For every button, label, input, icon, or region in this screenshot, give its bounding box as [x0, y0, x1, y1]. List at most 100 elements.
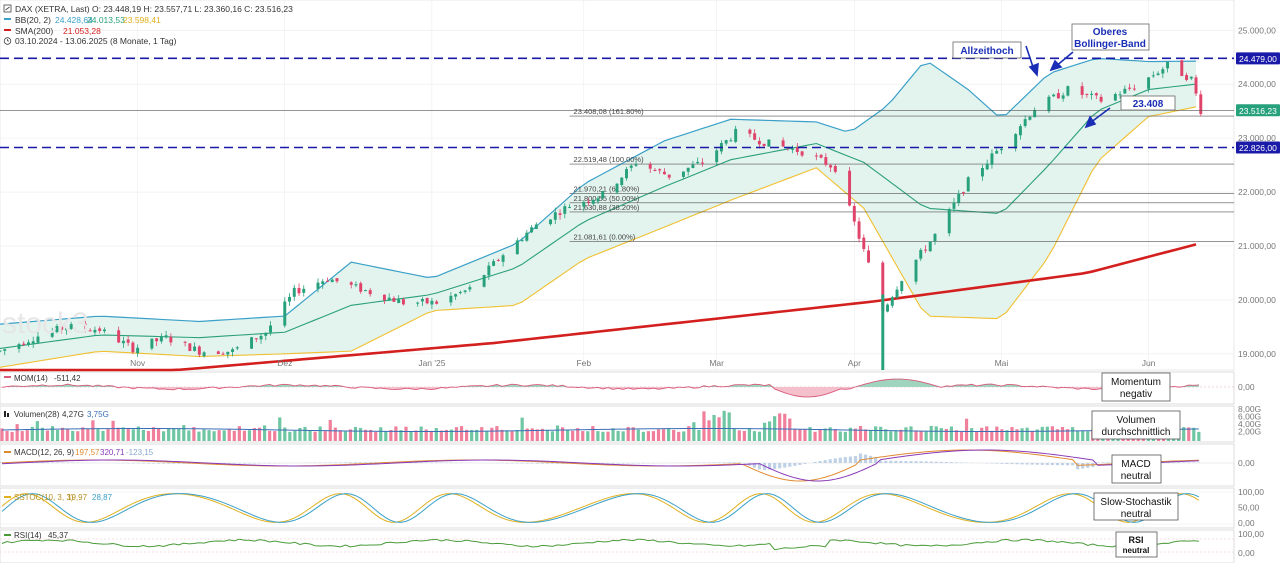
note-momentum-1: Momentum	[1111, 377, 1161, 388]
macd-histogram-bar	[162, 463, 166, 464]
volume-bar	[742, 430, 746, 441]
macd-histogram-bar	[550, 463, 555, 464]
macd-histogram-bar	[429, 462, 433, 463]
volume-bar	[1055, 429, 1060, 441]
candle-body	[31, 341, 35, 344]
macd-histogram-bar	[889, 460, 893, 463]
macd-histogram-bar	[530, 463, 534, 464]
volume-bar	[495, 426, 499, 441]
volume-bar	[212, 431, 216, 441]
sstoc-panel	[0, 487, 1235, 529]
candle-body	[729, 140, 733, 142]
time-tick-label: Dez	[277, 358, 292, 368]
macd-histogram-bar	[338, 462, 342, 463]
candle-body	[121, 340, 125, 344]
volume-bar	[646, 431, 650, 441]
macd-histogram-bar	[858, 453, 863, 463]
candle-body	[131, 342, 135, 353]
macd-histogram-bar	[419, 462, 423, 463]
candle-body	[435, 301, 439, 304]
rsi-label: RSI(14)	[14, 531, 42, 540]
macd-histogram-bar	[737, 462, 741, 463]
macd-histogram-bar	[1005, 463, 1009, 464]
macd-histogram-bar	[752, 463, 757, 468]
volume-average-line	[1, 428, 1199, 432]
volume-bar	[737, 430, 741, 441]
candle-body	[36, 336, 40, 343]
volume-bar	[298, 428, 302, 441]
macd-histogram-bar	[369, 462, 373, 463]
volume-bar	[535, 429, 539, 441]
candle-body	[259, 335, 263, 340]
volume-bar	[136, 426, 140, 441]
macd-tick-label: 0,00	[1238, 458, 1255, 468]
volume-bar	[1081, 430, 1085, 441]
candle-body	[691, 164, 695, 168]
volume-bar	[156, 428, 161, 441]
volume-bar	[606, 431, 610, 441]
candle-body	[681, 171, 685, 177]
annotation-allzeithoch: Allzeithoch	[960, 46, 1013, 57]
macd-histogram-bar	[909, 461, 913, 463]
candle-body	[264, 332, 268, 336]
macd-histogram-bar	[222, 463, 226, 464]
candle-body	[748, 129, 752, 134]
candle-body	[952, 202, 956, 209]
volume-bar	[182, 425, 186, 441]
volume-bar	[485, 431, 489, 441]
volume-bar	[707, 420, 711, 441]
annotation-23408: 23.408	[1133, 99, 1164, 110]
macd-histogram-bar	[364, 462, 368, 463]
vol-tick-label: 2,00G	[1238, 427, 1261, 437]
candle-body	[302, 288, 306, 293]
candle-body	[980, 168, 984, 177]
note-volumen-1: Volumen	[1117, 415, 1156, 426]
macd-histogram-bar	[1030, 463, 1034, 465]
candle-body	[620, 177, 624, 186]
volume-bar	[975, 431, 979, 441]
volume-bar	[899, 429, 903, 441]
candle-body	[1085, 93, 1089, 95]
volume-bar	[717, 417, 721, 441]
macd-histogram-bar	[156, 463, 161, 464]
volume-bar	[954, 430, 959, 441]
volume-bar	[667, 428, 671, 441]
note-rsi-2: neutral	[1123, 546, 1150, 555]
volume-bar	[475, 429, 479, 441]
macd-histogram-bar	[1096, 462, 1100, 463]
volume-bar	[333, 427, 337, 441]
volume-bar	[727, 412, 731, 441]
candle-body	[1094, 93, 1098, 96]
volume-bar	[813, 431, 817, 441]
macd-histogram-bar	[626, 463, 630, 464]
bb-value-3: 23.598,41	[123, 15, 161, 25]
candle-body	[136, 347, 140, 354]
time-tick-label: Apr	[848, 358, 861, 368]
price-tick-label: 22.000,00	[1238, 187, 1276, 197]
candle-body	[1189, 76, 1193, 79]
volume-bar	[202, 429, 206, 441]
mom-value: -511,42	[54, 374, 81, 383]
volume-bar	[1000, 429, 1004, 441]
candle-body	[990, 153, 994, 165]
candle-body	[767, 139, 771, 147]
mom-line	[1, 378, 1199, 398]
macd-histogram-bar	[995, 463, 999, 464]
macd-histogram-bar	[1010, 463, 1014, 465]
volume-bar	[894, 430, 898, 441]
candle-body	[150, 338, 154, 349]
macd-histogram-bar	[227, 463, 231, 464]
volume-bar	[566, 429, 570, 441]
vol-label: Volumen(28)	[14, 410, 60, 419]
momentum-panel	[0, 371, 1235, 405]
candle-body	[715, 150, 719, 163]
volume-bar	[803, 429, 807, 441]
volume-bar	[636, 429, 640, 441]
candle-body	[653, 169, 657, 171]
macd-histogram-bar	[843, 457, 847, 463]
volume-bar	[197, 431, 201, 441]
candle-body	[886, 304, 890, 312]
candle-body	[1014, 134, 1018, 149]
macd-histogram-bar	[944, 461, 948, 463]
macd-histogram-bar	[1071, 463, 1075, 466]
